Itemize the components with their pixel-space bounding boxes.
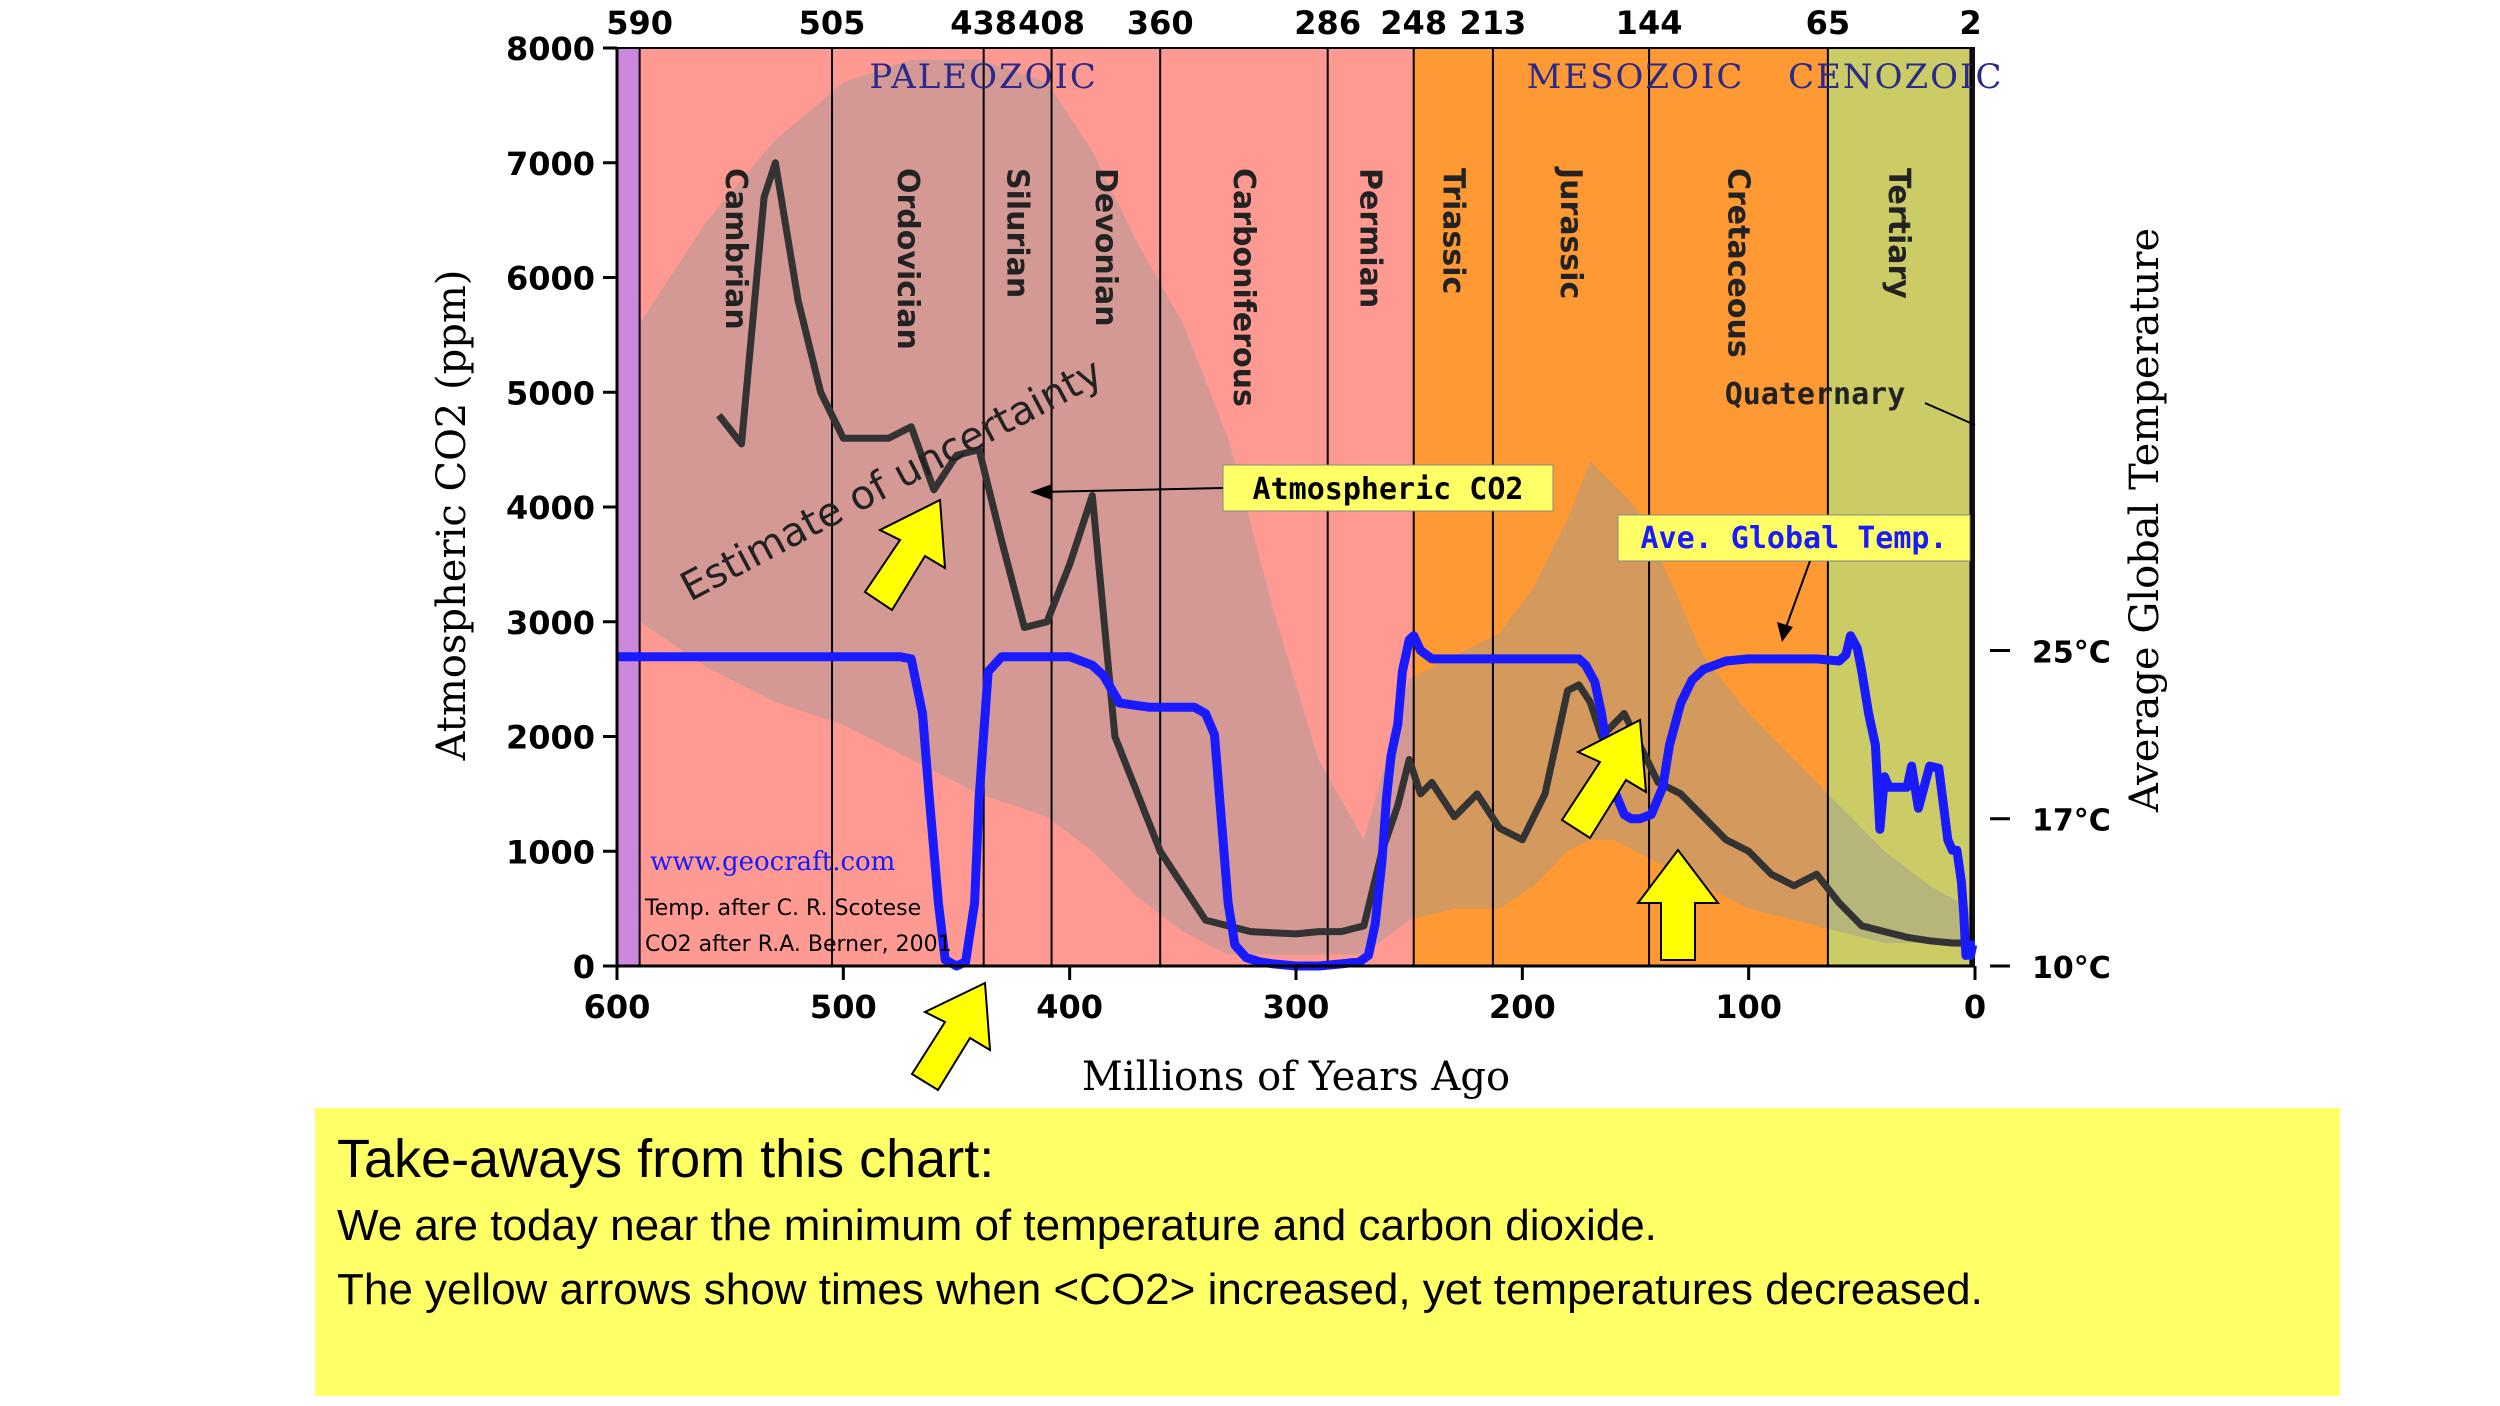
y-tick-label: 6000: [506, 260, 595, 298]
co2-label-leader: [1039, 487, 1224, 493]
y2-axis-title: Average Global Temperature: [2122, 228, 2168, 813]
era-labels: PALEOZOIC MESOZOIC CENOZOIC: [869, 57, 2003, 97]
period-label-carboniferous: Carboniferous: [1226, 168, 1261, 407]
highlight-arrow-1: [863, 498, 947, 612]
quaternary-leader: [1924, 402, 1976, 426]
y2-tick-label: 10°C: [2032, 951, 2111, 986]
temp-label-box: [1617, 514, 1971, 562]
takeaway-line-2: The yellow arrows show times when <CO2> …: [337, 1265, 1983, 1314]
temp-label-leader-arrowhead: [1777, 622, 1793, 642]
period-label-cambrian: Cambrian: [718, 168, 753, 330]
x-axis-title: Millions of Years Ago: [1082, 1054, 1510, 1100]
co2-line: [716, 159, 1971, 947]
temp-label-leader: [1784, 560, 1811, 631]
co2-credit: CO2 after R.A. Berner, 2001: [645, 932, 952, 957]
co2-label-leader-arrowhead: [1030, 484, 1052, 500]
series-lines: [617, 159, 1978, 971]
highlight-arrow-4: [1635, 848, 1721, 961]
y-tick-label: 7000: [506, 145, 595, 183]
highlight-arrow-2: [910, 981, 992, 1092]
y2-tick-label: 25°C: [2032, 635, 2111, 670]
x-tick-label: 200: [1489, 988, 1556, 1026]
website-credit: www.geocraft.com: [650, 847, 895, 877]
x-tick-label: 0: [1964, 988, 1986, 1026]
band-quaternary: [1970, 48, 1975, 966]
top-tick-label: 286: [1294, 4, 1361, 42]
y-tick-label: 0: [573, 948, 595, 986]
top-tick-label: 2: [1959, 4, 1981, 42]
temp-label: Ave. Global Temp.: [1640, 521, 1947, 556]
band-cretaceous: [1649, 48, 1828, 966]
top-tick-label: 65: [1806, 4, 1851, 42]
band-cambrian: [639, 48, 833, 966]
period-label-devonian: Devonian: [1088, 168, 1123, 327]
top-tick-label: 505: [799, 4, 866, 42]
highlight-arrow-3: [1560, 718, 1648, 840]
y-tick-label: 3000: [506, 604, 595, 642]
y-tick-label: 8000: [506, 30, 595, 68]
temp-credit: Temp. after C. R. Scotese: [644, 896, 921, 921]
highlight-arrows: [863, 498, 1721, 1092]
top-tick-label: 438: [950, 4, 1017, 42]
period-label-silurian: Silurian: [1000, 168, 1035, 298]
temperature-line: [617, 631, 1978, 971]
y-axis-title: Atmospheric CO2 (ppm): [429, 270, 475, 762]
period-label-ordovician: Ordovician: [890, 168, 925, 350]
band-precambrian: [617, 48, 640, 966]
top-tick-label: 213: [1460, 4, 1527, 42]
period-label-triassic: Triassic: [1435, 168, 1470, 294]
y-tick-label: 4000: [506, 489, 595, 527]
y2-tick-label: 17°C: [2032, 804, 2111, 839]
x-tick-label: 600: [584, 988, 651, 1026]
period-label-tertiary: Tertiary: [1881, 168, 1916, 299]
quaternary-label: Quaternary: [1725, 377, 1906, 412]
period-label-permian: Permian: [1353, 168, 1388, 308]
y-tick-label: 2000: [506, 719, 595, 757]
period-label-cretaceous: Cretaceous: [1720, 168, 1755, 358]
era-label-cenozoic: CENOZOIC: [1788, 57, 2003, 97]
x-tick-label: 300: [1263, 988, 1330, 1026]
takeaway-line-1: We are today near the minimum of tempera…: [337, 1201, 1657, 1250]
x-tick-label: 500: [810, 988, 877, 1026]
era-label-mesozoic: MESOZOIC: [1527, 57, 1745, 97]
top-tick-label: 360: [1127, 4, 1194, 42]
period-label-jurassic: Jurassic: [1553, 166, 1588, 299]
top-tick-label: 590: [606, 4, 673, 42]
co2-label: Atmospheric CO2: [1253, 472, 1524, 507]
top-tick-label: 408: [1018, 4, 1085, 42]
top-tick-label: 248: [1380, 4, 1447, 42]
band-ordovician: [832, 48, 984, 966]
y-tick-label: 5000: [506, 374, 595, 412]
y-tick-label: 1000: [506, 833, 595, 871]
x-tick-label: 100: [1715, 988, 1782, 1026]
x-tick-label: 400: [1036, 988, 1103, 1026]
takeaway-box: Take-aways from this chart: We are today…: [315, 1108, 2340, 1396]
era-label-paleozoic: PALEOZOIC: [869, 57, 1098, 97]
takeaway-title: Take-aways from this chart:: [337, 1129, 995, 1189]
top-tick-label: 144: [1616, 4, 1683, 42]
period-labels: Cambrian Ordovician Silurian Devonian Carbon…: [718, 166, 1916, 407]
co2-label-box: [1222, 464, 1554, 512]
